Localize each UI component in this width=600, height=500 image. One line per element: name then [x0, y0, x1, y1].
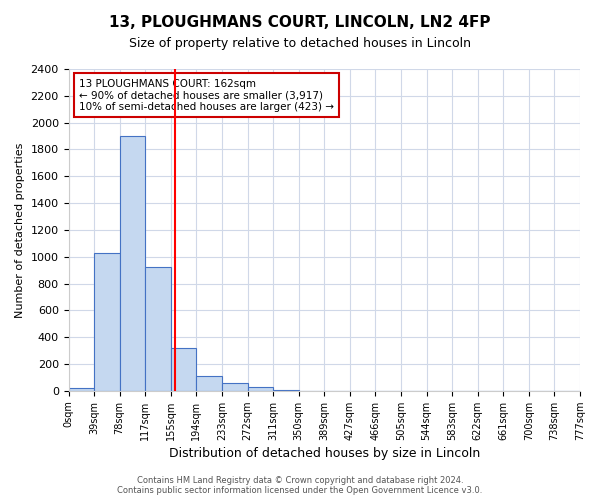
Bar: [248, 388, 273, 391]
Text: Size of property relative to detached houses in Lincoln: Size of property relative to detached ho…: [129, 38, 471, 51]
Y-axis label: Number of detached properties: Number of detached properties: [15, 142, 25, 318]
Bar: [119, 136, 145, 391]
Bar: [145, 268, 171, 391]
Bar: [273, 390, 299, 391]
Text: Contains HM Land Registry data © Crown copyright and database right 2024.
Contai: Contains HM Land Registry data © Crown c…: [118, 476, 482, 495]
Bar: [68, 388, 94, 391]
Text: 13 PLOUGHMANS COURT: 162sqm
← 90% of detached houses are smaller (3,917)
10% of : 13 PLOUGHMANS COURT: 162sqm ← 90% of det…: [79, 78, 334, 112]
Bar: [171, 348, 196, 391]
Bar: [196, 376, 222, 391]
Bar: [222, 384, 248, 391]
Text: 13, PLOUGHMANS COURT, LINCOLN, LN2 4FP: 13, PLOUGHMANS COURT, LINCOLN, LN2 4FP: [109, 15, 491, 30]
X-axis label: Distribution of detached houses by size in Lincoln: Distribution of detached houses by size …: [169, 447, 480, 460]
Bar: [94, 254, 119, 391]
